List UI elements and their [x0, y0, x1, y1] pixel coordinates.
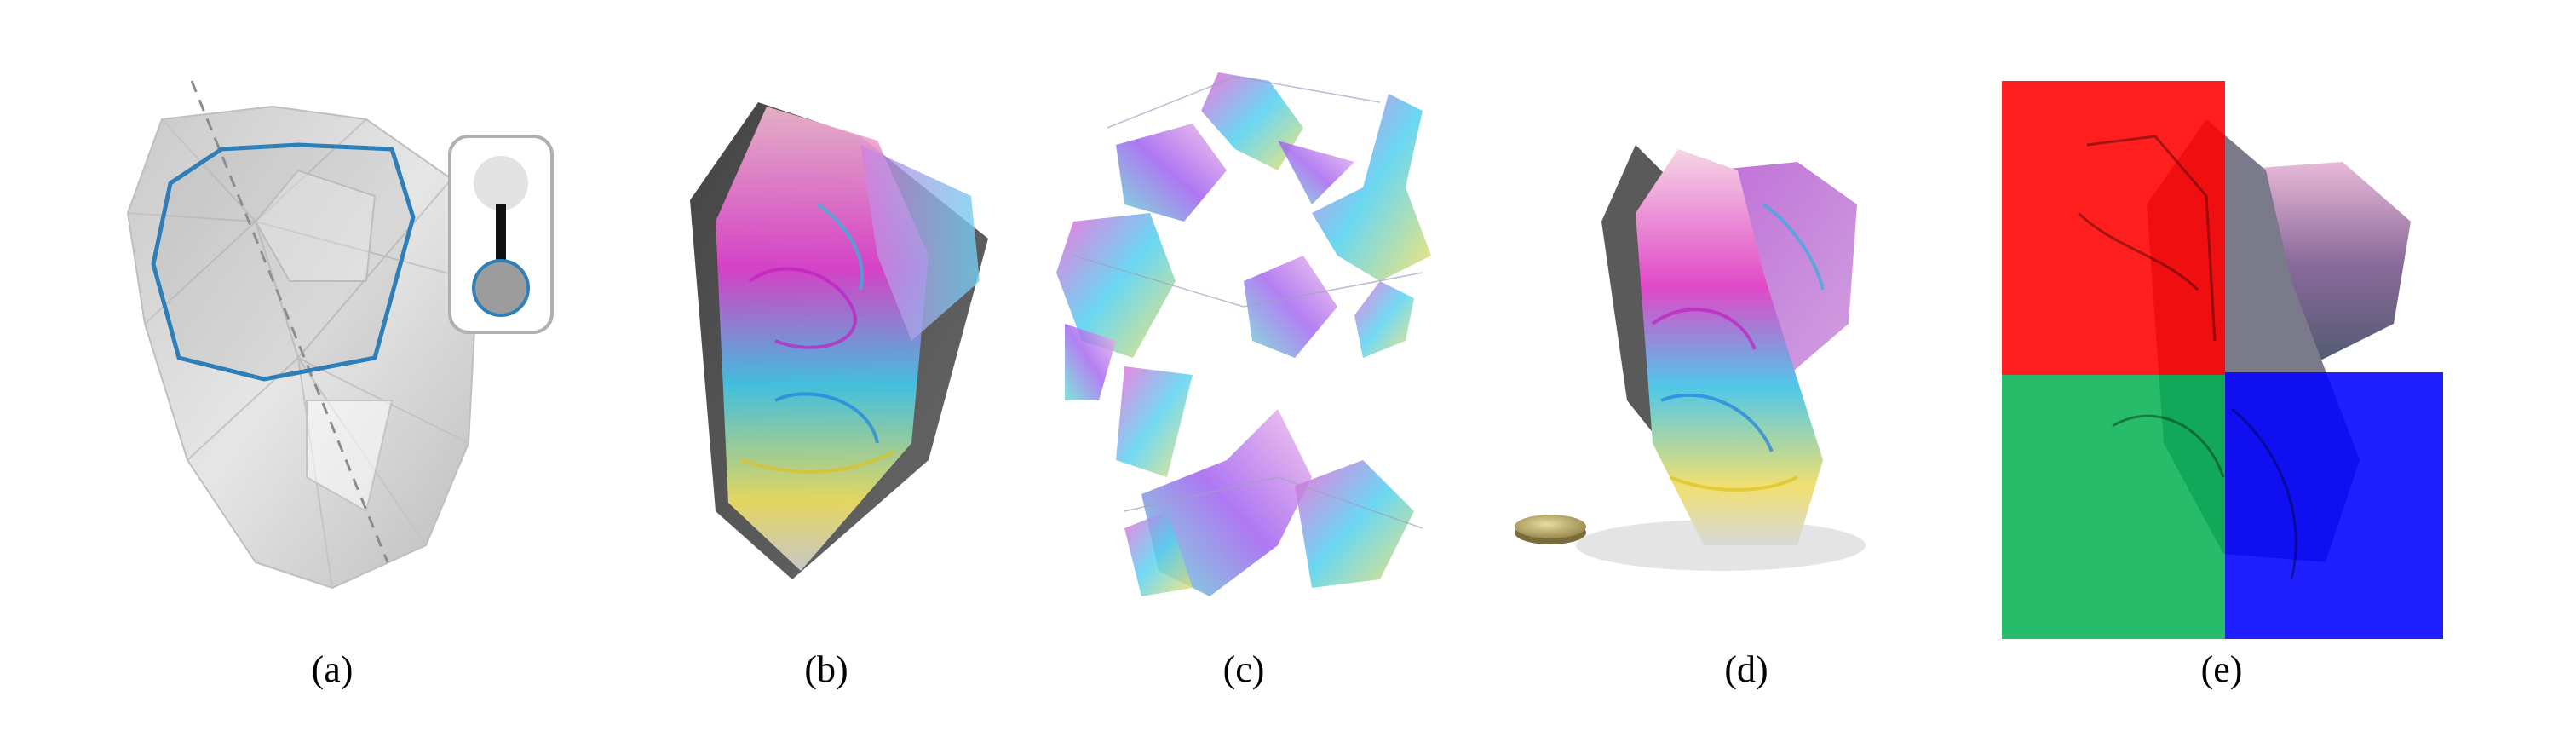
panel-b: (b) [647, 0, 1005, 737]
overlay-green-region [2002, 375, 2225, 639]
panel-c: (c) [1022, 0, 1465, 737]
print-swirls [740, 203, 895, 474]
blue-outline [151, 142, 416, 382]
paper-piece-group-bottom [1124, 409, 1414, 596]
model-front-face [1636, 149, 1823, 545]
mesh-facets [127, 118, 478, 589]
physical-model-illustration [1515, 145, 1866, 571]
slider-toggle-icon [448, 135, 554, 334]
caption-d: (d) [1724, 648, 1768, 690]
head-back-panel [860, 145, 980, 341]
paper-piece-group-top [1116, 72, 1354, 222]
overlay-red-region [2002, 81, 2225, 375]
panel-d: (d) [1482, 0, 1908, 737]
caption-c: (c) [1222, 648, 1265, 690]
caption-e: (e) [2200, 648, 2243, 690]
model-print-swirls [1651, 203, 1825, 492]
overlay-blue-region [2225, 372, 2443, 639]
cut-line [190, 80, 389, 563]
paper-piece-group-right [1244, 94, 1431, 358]
paper-piece-group-left [1056, 213, 1193, 477]
segmentation-overlay-illustration [2002, 81, 2443, 639]
coin-icon [1515, 515, 1586, 544]
unfolded-pieces-illustration [1056, 72, 1431, 596]
mesh-illustration [126, 80, 554, 590]
panel-e: (e) [1985, 0, 2462, 737]
rendered-head-illustration [690, 102, 988, 579]
caption-b: (b) [804, 648, 848, 690]
panel-a: (a) [85, 0, 562, 737]
piece-outlines [1072, 76, 1423, 529]
caption-a: (a) [311, 648, 354, 690]
overlay-model-lines [2077, 135, 2297, 580]
